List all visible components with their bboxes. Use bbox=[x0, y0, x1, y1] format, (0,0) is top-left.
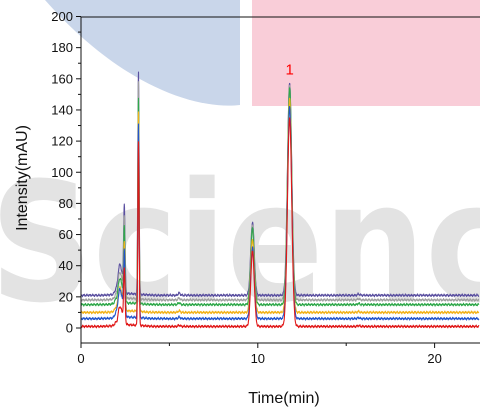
y-tick-label: 180 bbox=[51, 40, 73, 55]
y-tick-label: 20 bbox=[59, 289, 73, 304]
watermark-text: Scienc bbox=[0, 147, 480, 339]
x-tick-label: 20 bbox=[427, 351, 441, 366]
plot-area bbox=[81, 71, 480, 329]
y-tick-label: 200 bbox=[51, 9, 73, 24]
watermark-blue-shape bbox=[45, 0, 240, 106]
y-tick-label: 40 bbox=[59, 258, 73, 273]
x-axis-title: Time(min) bbox=[248, 390, 319, 407]
chromatogram-series-line-1 bbox=[81, 71, 480, 298]
x-tick-label: 0 bbox=[77, 351, 84, 366]
y-tick-label: 120 bbox=[51, 134, 73, 149]
y-axis-title: Intensity(mAU) bbox=[14, 125, 31, 231]
chromatogram-series-line-2 bbox=[81, 81, 480, 302]
y-tick-label: 60 bbox=[59, 227, 73, 242]
y-tick-label: 100 bbox=[51, 165, 73, 180]
x-tick-label: 10 bbox=[251, 351, 265, 366]
y-tick-label: 160 bbox=[51, 71, 73, 86]
chromatogram-series-line-4 bbox=[81, 97, 480, 315]
y-tick-label: 140 bbox=[51, 102, 73, 117]
y-tick-label: 80 bbox=[59, 196, 73, 211]
peak-annotation-1: 1 bbox=[285, 61, 293, 78]
watermark-pink-shape bbox=[252, 0, 480, 106]
chromatogram-series-line-6 bbox=[81, 117, 480, 329]
chromatogram-series-line-3 bbox=[81, 87, 480, 307]
chromatogram-series-line-5 bbox=[81, 105, 480, 321]
y-tick-label: 0 bbox=[66, 321, 73, 336]
